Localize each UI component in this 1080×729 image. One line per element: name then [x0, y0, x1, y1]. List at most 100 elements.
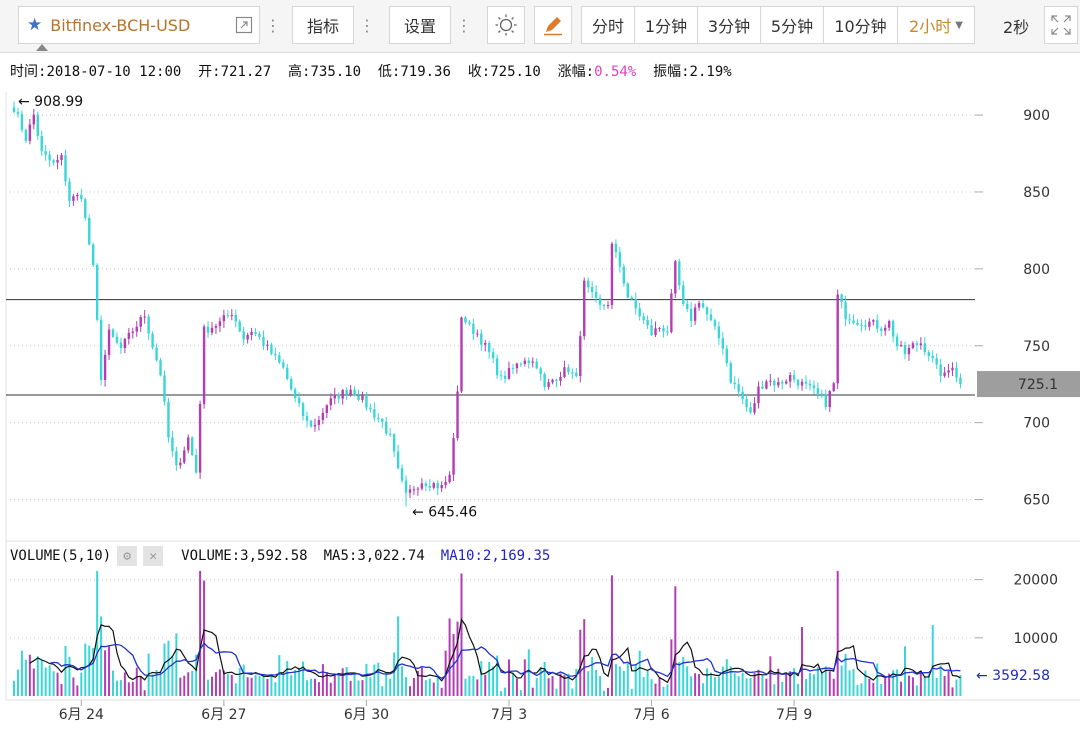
settings-more-icon[interactable]: ⋮: [456, 15, 472, 35]
candle-body: [325, 405, 329, 413]
candle-body: [567, 367, 570, 373]
candle-body: [634, 299, 637, 309]
candle-body: [622, 266, 626, 284]
volume-bar: [543, 661, 546, 696]
settings-button[interactable]: 设置: [389, 6, 451, 44]
candle-body: [602, 304, 606, 306]
volume-bar: [13, 680, 15, 696]
candle-body: [361, 395, 364, 400]
candle-body: [697, 302, 701, 308]
candle-body: [563, 367, 566, 378]
close-icon[interactable]: ✕: [143, 546, 164, 566]
volume-bar: [630, 689, 633, 696]
candle-body: [816, 388, 820, 394]
volume-bar: [171, 655, 174, 696]
volume-bar: [68, 656, 71, 696]
volume-bar: [302, 661, 305, 696]
refresh-interval[interactable]: 2秒: [1003, 18, 1030, 37]
volume-bar: [547, 678, 550, 696]
candle-body: [396, 451, 400, 469]
candle-body: [92, 244, 95, 265]
interval-tab-0[interactable]: 分时: [581, 6, 635, 44]
theme-toggle-button[interactable]: [487, 6, 525, 44]
volume-bar: [480, 661, 483, 696]
candle-body: [927, 352, 930, 356]
volume-bar: [666, 684, 669, 696]
candle-body: [678, 261, 681, 286]
external-link-icon[interactable]: [235, 16, 253, 34]
draw-tool-button[interactable]: [534, 6, 572, 44]
volume-bar: [448, 618, 451, 696]
volume-bar: [420, 667, 423, 696]
candle-body: [194, 454, 198, 473]
volume-bar: [511, 673, 514, 696]
volume-bar: [36, 656, 39, 696]
volume-bar: [900, 681, 903, 696]
symbol-more-icon[interactable]: ⋮: [265, 15, 281, 35]
candle-body: [583, 280, 586, 337]
interval-tab-1[interactable]: 1分钟: [634, 6, 698, 44]
volume-bar: [931, 625, 934, 696]
volume-bar: [567, 673, 570, 696]
ma10-value: 2,169.35: [482, 548, 551, 564]
gear-icon[interactable]: ⚙: [117, 546, 138, 566]
candle-body: [511, 368, 515, 370]
volume-bar: [876, 663, 879, 696]
volume-bar: [757, 669, 760, 696]
volume-bar: [313, 678, 316, 696]
symbol-selector[interactable]: ★ Bitfinex-BCH-USD: [18, 6, 260, 44]
x-tick-label: 6月 24: [59, 707, 104, 723]
interval-tab-active[interactable]: 2小时 ▼: [897, 6, 975, 44]
candle-body: [860, 324, 863, 326]
interval-tab-4[interactable]: 10分钟: [823, 6, 898, 44]
volume-bar: [801, 627, 804, 696]
candle-body: [179, 462, 182, 466]
indicators-button[interactable]: 指标: [292, 6, 354, 44]
candle-body: [88, 217, 91, 245]
candle-body: [111, 329, 115, 337]
volume-bar: [84, 643, 87, 696]
ma10-label: MA10:: [440, 548, 483, 564]
star-icon[interactable]: ★: [27, 15, 43, 35]
candle-body: [804, 381, 808, 384]
volume-bar: [793, 668, 796, 696]
caret-up-icon[interactable]: [36, 44, 48, 51]
x-tick-label: 7月 6: [633, 707, 669, 723]
volume-bar: [365, 663, 368, 696]
volume-bar: [892, 670, 895, 696]
volume-bar: [828, 671, 831, 696]
interval-tab-3[interactable]: 5分钟: [760, 6, 824, 44]
interval-tab-2[interactable]: 3分钟: [697, 6, 761, 44]
volume-bar: [729, 666, 732, 696]
fullscreen-button[interactable]: [1044, 6, 1078, 44]
candle-body: [341, 389, 344, 399]
candle-body: [226, 315, 230, 317]
candle-body: [68, 181, 71, 201]
candle-body: [646, 320, 649, 326]
volume-bar: [472, 675, 475, 696]
candle-body: [812, 385, 816, 389]
candle-body: [757, 386, 760, 404]
candle-body: [456, 391, 459, 439]
candle-body: [880, 328, 883, 331]
volume-bar: [860, 683, 863, 696]
volume-bar: [274, 682, 277, 696]
volume-bar: [476, 679, 479, 696]
candle-body: [389, 433, 392, 435]
candle-body: [741, 391, 744, 400]
indicators-more-icon[interactable]: ⋮: [359, 15, 375, 35]
candle-body: [290, 378, 293, 390]
candle-body: [670, 293, 673, 333]
volume-bar: [674, 586, 677, 696]
candle-body: [559, 377, 562, 381]
volume-bar: [947, 670, 950, 696]
candle-body: [242, 331, 245, 340]
candle-body: [183, 450, 186, 463]
volume-bar: [610, 575, 613, 696]
price-tick-label: 750: [1023, 339, 1050, 355]
candle-body: [436, 483, 439, 489]
volume-bar: [191, 670, 194, 696]
volume-bar: [143, 690, 146, 696]
candle-body: [527, 360, 530, 363]
